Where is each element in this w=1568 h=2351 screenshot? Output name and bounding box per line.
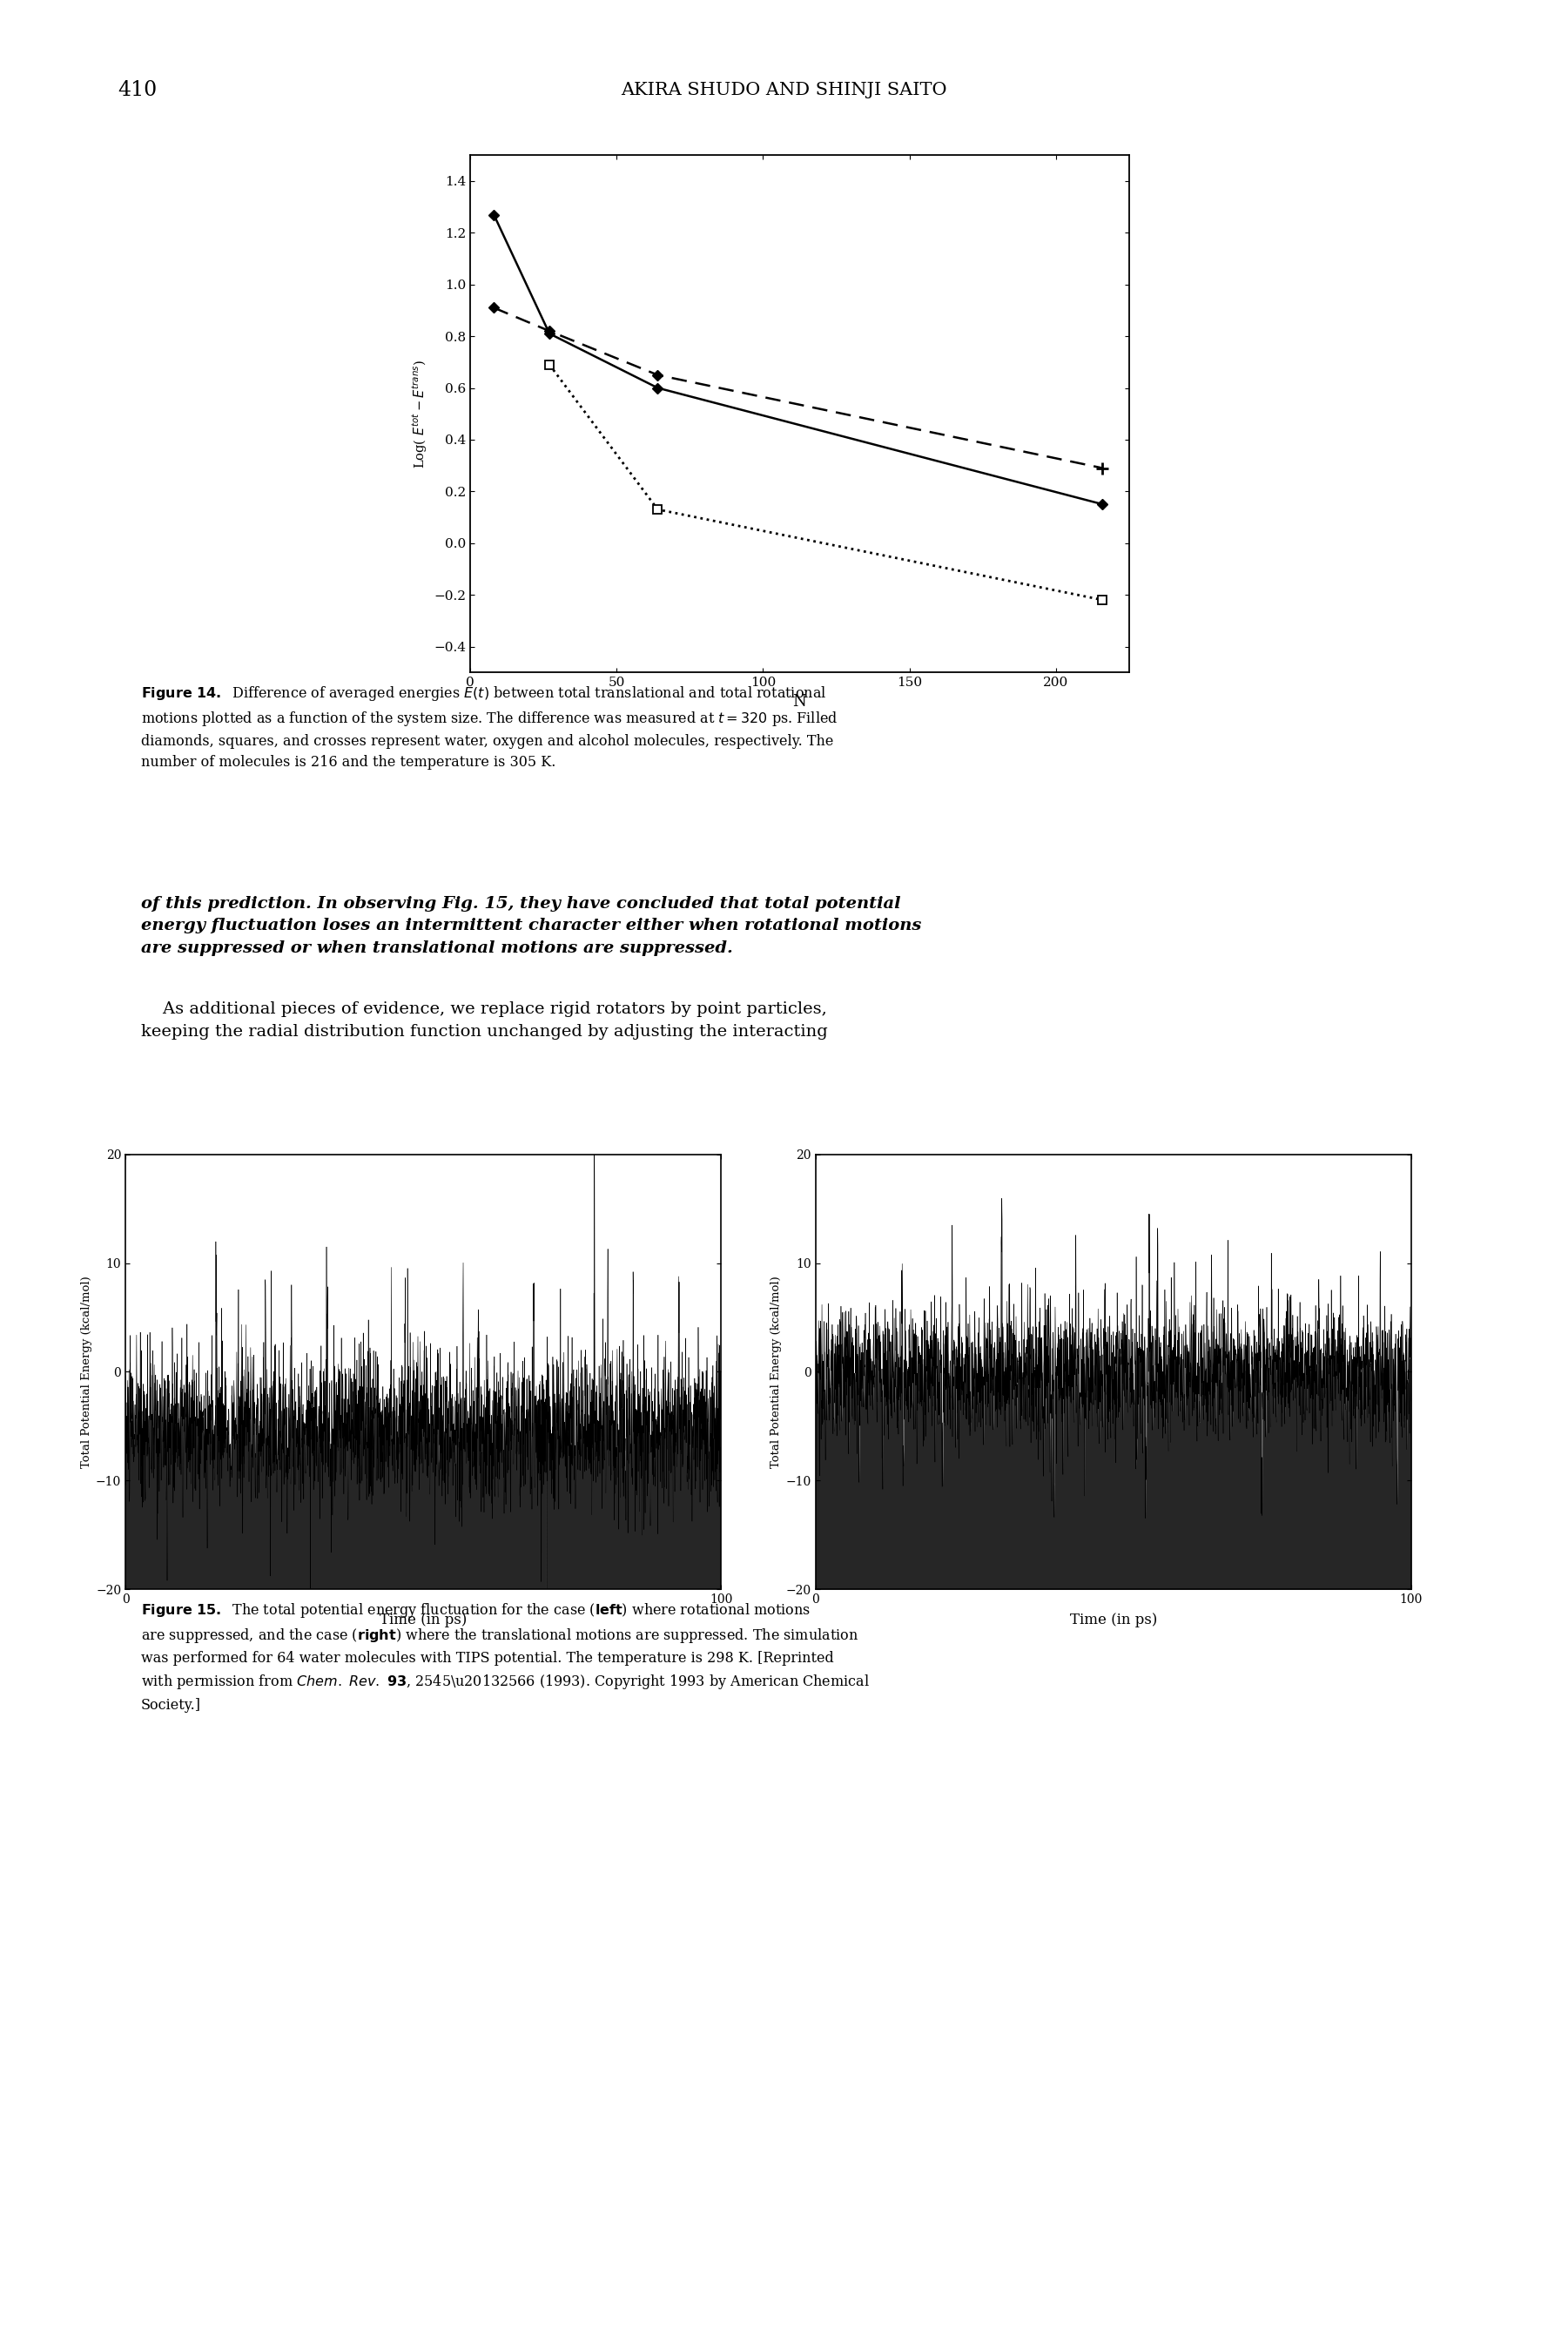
Y-axis label: Total Potential Energy (kcal/mol): Total Potential Energy (kcal/mol) <box>82 1277 93 1467</box>
Y-axis label: Total Potential Energy (kcal/mol): Total Potential Energy (kcal/mol) <box>771 1277 782 1467</box>
Text: As additional pieces of evidence, we replace rigid rotators by point particles,
: As additional pieces of evidence, we rep… <box>141 1002 828 1039</box>
Text: AKIRA SHUDO AND SHINJI SAITO: AKIRA SHUDO AND SHINJI SAITO <box>621 82 947 99</box>
X-axis label: Time (in ps): Time (in ps) <box>379 1613 467 1627</box>
Y-axis label: Log( $E^{tot} - E^{trans}$): Log( $E^{tot} - E^{trans}$) <box>411 360 430 468</box>
Text: $\bf{Figure\ 15.}$$\hspace{0.3}$ The total potential energy fluctuation for the : $\bf{Figure\ 15.}$$\hspace{0.3}$ The tot… <box>141 1601 870 1712</box>
Text: 410: 410 <box>118 80 157 101</box>
Text: $\bf{Figure\ 14.}$$\hspace{0.3}$ Difference of averaged energies $E(t)$ between : $\bf{Figure\ 14.}$$\hspace{0.3}$ Differe… <box>141 684 837 771</box>
X-axis label: Time (in ps): Time (in ps) <box>1069 1613 1157 1627</box>
X-axis label: N: N <box>793 694 806 710</box>
Text: of this prediction. In observing Fig. 15, they have concluded that total potenti: of this prediction. In observing Fig. 15… <box>141 896 922 957</box>
